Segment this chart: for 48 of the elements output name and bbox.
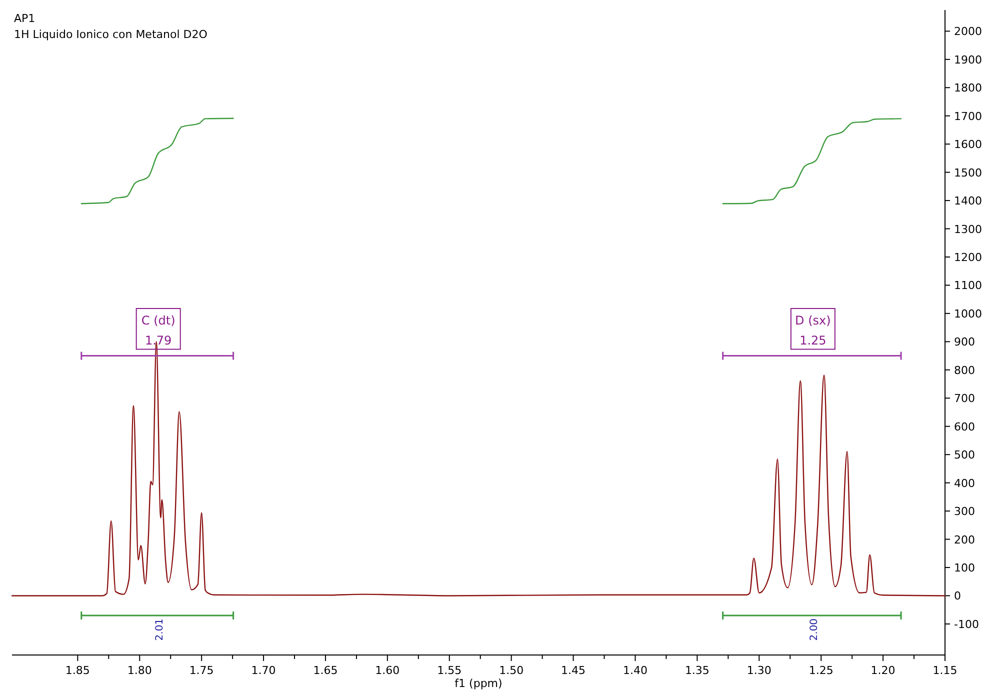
x-tick-label: 1.50 <box>499 664 524 677</box>
x-tick-label: 1.55 <box>437 664 462 677</box>
y-tick-label: 600 <box>954 420 975 434</box>
annotation: 1.79 <box>144 333 172 348</box>
annotation: 2.00 <box>808 618 820 641</box>
y-tick-label: 1300 <box>954 222 982 236</box>
y-tick-label: 100 <box>954 561 975 574</box>
y-tick-label: 1400 <box>954 194 982 208</box>
y-tick-label: 1500 <box>954 166 982 180</box>
x-tick-label: 1.45 <box>561 664 586 677</box>
annotation: 1.25 <box>800 333 826 348</box>
y-tick-label: 1000 <box>954 307 982 320</box>
y-tick-label: 2000 <box>954 25 982 38</box>
x-tick-label: 1.60 <box>375 664 400 677</box>
x-tick-label: 1.65 <box>313 664 338 677</box>
chart-title: AP1 <box>14 12 36 25</box>
y-tick-label: 1100 <box>954 279 982 292</box>
y-tick-label: 1200 <box>954 250 982 264</box>
y-tick-label: 1700 <box>954 110 982 123</box>
x-tick-label: 1.85 <box>65 664 90 677</box>
x-tick-label: 1.80 <box>127 664 152 677</box>
x-tick-label: 1.15 <box>932 664 958 677</box>
x-tick-label: 1.70 <box>251 664 276 677</box>
y-tick-label: 1800 <box>954 82 982 95</box>
y-tick-label: -100 <box>954 618 979 631</box>
x-tick-label: 1.75 <box>189 664 214 677</box>
annotation: D (sx) <box>795 314 831 328</box>
y-tick-label: 1600 <box>954 138 982 152</box>
y-tick-label: 800 <box>954 364 975 377</box>
line-series <box>80 118 234 204</box>
annotation: 2.01 <box>154 618 166 641</box>
x-axis-title: f1 (ppm) <box>454 677 502 690</box>
y-tick-label: 1900 <box>954 53 982 66</box>
y-tick-label: 500 <box>954 448 975 462</box>
y-tick-label: 0 <box>954 590 961 603</box>
annotation: C (dt) <box>141 314 176 328</box>
y-tick-label: 700 <box>954 392 975 406</box>
x-tick-label: 1.35 <box>684 664 710 677</box>
line-series <box>722 118 902 204</box>
text: 1H Liquido Ionico con Metanol D2O <box>14 28 208 41</box>
x-tick-label: 1.30 <box>746 664 772 677</box>
y-tick-label: 300 <box>954 505 975 518</box>
x-tick-label: 1.25 <box>808 664 834 677</box>
y-tick-label: 400 <box>954 476 975 490</box>
x-tick-label: 1.20 <box>870 664 896 677</box>
y-tick-label: 900 <box>954 336 975 349</box>
y-tick-label: 200 <box>954 533 975 546</box>
x-tick-label: 1.40 <box>622 664 648 677</box>
